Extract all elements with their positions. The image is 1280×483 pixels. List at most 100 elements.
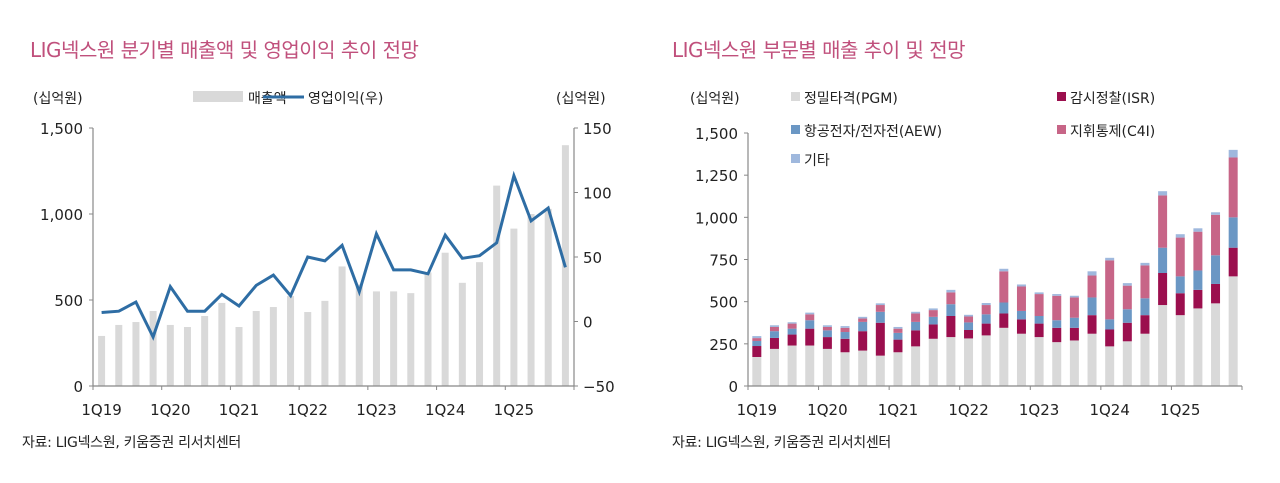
y-axis-unit-label: (십억원) — [690, 91, 740, 107]
stack-segment-0-4Q20 — [875, 355, 885, 386]
stack-segment-1-2Q19 — [769, 337, 779, 349]
x-tick-label: 1Q23 — [1019, 401, 1059, 419]
legend-label-revenue: 매출액 — [248, 91, 287, 107]
revenue-bar-3Q20 — [201, 315, 209, 386]
stack-segment-3-4Q21 — [946, 292, 956, 305]
stack-segment-0-1Q19 — [752, 356, 762, 386]
stack-segment-1-3Q21 — [928, 324, 938, 339]
right-chart: (십억원) 정밀타격(PGM) 감시정찰(ISR) 항공전자/전자전(AEW) 지휘통제… — [690, 91, 1243, 419]
stack-segment-2-1Q25 — [1175, 276, 1185, 294]
stack-segment-2-3Q20 — [858, 321, 868, 332]
revenue-bar-2Q19 — [115, 324, 123, 386]
stack-segment-2-4Q22 — [1016, 310, 1026, 320]
stack-segment-4-2Q24 — [1122, 283, 1132, 286]
stack-segment-2-2Q21 — [911, 321, 921, 331]
stack-segment-0-4Q23 — [1087, 333, 1097, 386]
stack-segment-1-2Q22 — [981, 323, 991, 336]
legend-label-0: 정밀타격(PGM) — [804, 91, 898, 107]
stack-segment-3-3Q20 — [858, 318, 868, 322]
revenue-bar-4Q20 — [218, 302, 226, 386]
right-chart-source: 자료: LIG넥스원, 키움증권 리서치센터 — [672, 435, 892, 451]
stack-segment-0-4Q21 — [946, 337, 956, 386]
operating-profit-line — [101, 170, 567, 341]
x-tick-label: 1Q19 — [737, 401, 777, 419]
stack-segment-2-3Q24 — [1140, 298, 1150, 316]
stack-segment-1-3Q24 — [1140, 315, 1150, 334]
left-y-tick-label: 0 — [73, 378, 83, 396]
right-y-tick-label: 50 — [583, 249, 602, 267]
revenue-bar-3Q25 — [544, 208, 552, 386]
revenue-bar-3Q19 — [132, 322, 140, 386]
stack-segment-1-1Q19 — [752, 346, 762, 357]
stack-segment-3-1Q21 — [893, 328, 903, 333]
stack-segment-4-4Q24 — [1158, 191, 1168, 196]
stack-segment-0-3Q25 — [1211, 303, 1221, 386]
stack-segment-0-3Q24 — [1140, 333, 1150, 386]
stack-segment-2-2Q20 — [840, 332, 850, 339]
revenue-bar-2Q22 — [321, 300, 329, 386]
stack-segment-1-1Q21 — [893, 339, 903, 353]
revenue-bar-1Q22 — [304, 312, 312, 386]
stack-segment-2-4Q23 — [1087, 297, 1097, 316]
stack-segment-2-3Q25 — [1211, 255, 1221, 284]
stack-segment-2-1Q22 — [964, 322, 974, 331]
stack-segment-4-4Q25 — [1228, 149, 1238, 158]
stack-segment-2-2Q19 — [769, 331, 779, 338]
stack-segment-0-3Q22 — [999, 327, 1009, 386]
stack-segment-3-3Q21 — [928, 310, 938, 317]
revenue-bar-4Q22 — [355, 284, 363, 386]
stack-segment-2-2Q25 — [1193, 270, 1203, 290]
stack-segment-4-2Q20 — [840, 326, 850, 328]
stack-segment-2-1Q21 — [893, 332, 903, 340]
legend-swatch-revenue — [193, 91, 243, 102]
stack-segment-2-2Q22 — [981, 314, 991, 324]
right-y-tick-label: 100 — [583, 185, 612, 203]
revenue-bar-3Q22 — [338, 266, 346, 386]
stack-segment-4-1Q20 — [822, 325, 832, 327]
x-tick-label: 1Q22 — [948, 401, 988, 419]
right-y-tick-label: −50 — [583, 378, 615, 396]
stack-segment-0-1Q22 — [964, 338, 974, 386]
stack-segment-3-1Q24 — [1105, 260, 1115, 320]
y-tick-label: 750 — [709, 252, 738, 270]
x-tick-label: 1Q21 — [219, 401, 259, 419]
stack-segment-1-2Q23 — [1052, 327, 1062, 343]
stack-segment-1-3Q19 — [787, 334, 797, 346]
revenue-bar-1Q20 — [166, 324, 174, 386]
stack-segment-2-4Q24 — [1158, 247, 1168, 273]
stack-segment-0-4Q25 — [1228, 276, 1238, 386]
stack-segment-1-4Q22 — [1016, 319, 1026, 334]
stack-segment-3-4Q19 — [805, 314, 815, 321]
stack-segment-2-1Q19 — [752, 340, 762, 347]
stack-segment-1-3Q23 — [1069, 327, 1079, 341]
legend-label-4: 기타 — [804, 153, 830, 169]
stack-segment-2-4Q21 — [946, 304, 956, 317]
stack-segment-4-3Q20 — [858, 316, 868, 319]
revenue-bar-2Q21 — [252, 311, 260, 386]
stack-segment-3-3Q19 — [787, 323, 797, 329]
legend-swatch-0 — [791, 92, 800, 101]
stack-segment-2-4Q25 — [1228, 217, 1238, 248]
stack-segment-2-1Q20 — [822, 330, 832, 338]
stack-segment-1-4Q21 — [946, 316, 956, 338]
stack-segment-3-2Q25 — [1193, 231, 1203, 271]
stack-segment-0-2Q19 — [769, 348, 779, 386]
left-axis-unit-label: (십억원) — [33, 91, 83, 107]
stack-segment-1-2Q25 — [1193, 289, 1203, 309]
x-tick-label: 1Q23 — [356, 401, 396, 419]
stack-segment-2-3Q22 — [999, 302, 1009, 314]
stack-segment-3-3Q23 — [1069, 297, 1079, 318]
x-tick-label: 1Q20 — [150, 401, 190, 419]
stack-segment-0-3Q19 — [787, 345, 797, 386]
stack-segment-4-1Q23 — [1034, 292, 1044, 295]
left-y-tick-label: 500 — [54, 292, 83, 310]
stack-segment-3-3Q25 — [1211, 214, 1221, 256]
stack-segment-3-1Q25 — [1175, 237, 1185, 277]
stack-segment-0-1Q21 — [893, 352, 903, 386]
stack-segment-0-2Q21 — [911, 346, 921, 386]
stack-segment-1-4Q19 — [805, 328, 815, 346]
stack-segment-3-2Q22 — [981, 305, 991, 315]
stack-segment-4-2Q25 — [1193, 228, 1203, 232]
x-tick-label: 1Q25 — [494, 401, 534, 419]
y-tick-label: 0 — [728, 378, 738, 396]
